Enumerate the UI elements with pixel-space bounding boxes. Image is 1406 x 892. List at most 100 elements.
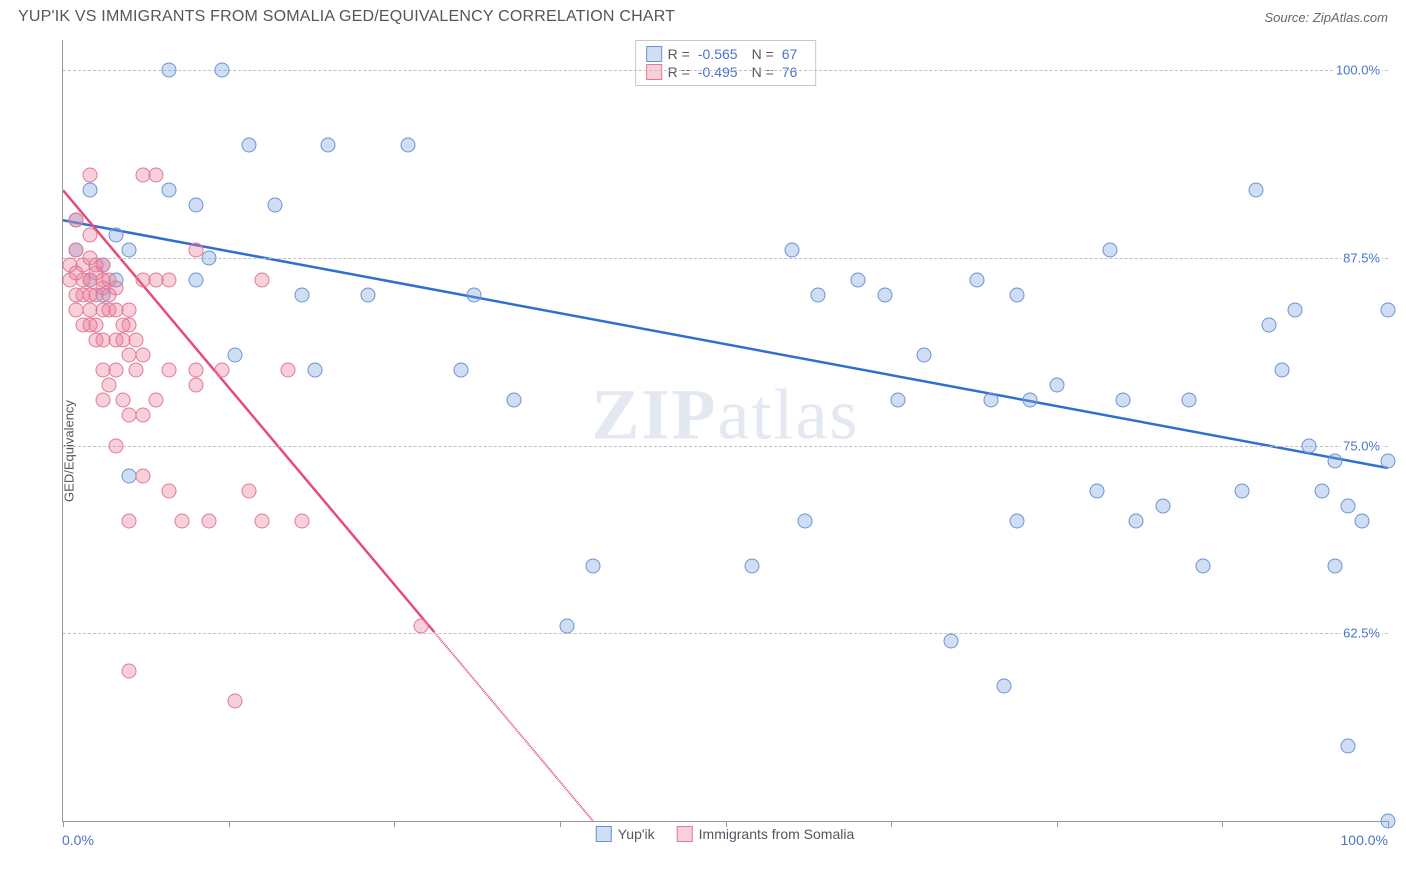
x-tick bbox=[394, 821, 395, 827]
stats-row-series2: R = -0.495 N = 76 bbox=[646, 63, 806, 81]
scatter-point bbox=[69, 213, 84, 228]
legend-label-series2: Immigrants from Somalia bbox=[699, 826, 855, 842]
n-label-1: N = bbox=[752, 46, 774, 62]
scatter-point bbox=[1155, 498, 1170, 513]
scatter-point bbox=[400, 138, 415, 153]
scatter-point bbox=[115, 393, 130, 408]
scatter-point bbox=[148, 168, 163, 183]
source-name: ZipAtlas.com bbox=[1313, 10, 1388, 25]
scatter-point bbox=[228, 348, 243, 363]
y-tick-label: 87.5% bbox=[1341, 250, 1382, 265]
scatter-point bbox=[360, 288, 375, 303]
scatter-point bbox=[745, 558, 760, 573]
scatter-point bbox=[201, 513, 216, 528]
x-tick bbox=[63, 821, 64, 827]
scatter-point bbox=[82, 183, 97, 198]
scatter-point bbox=[109, 280, 124, 295]
scatter-point bbox=[135, 348, 150, 363]
scatter-point bbox=[983, 393, 998, 408]
scatter-point bbox=[877, 288, 892, 303]
gridline bbox=[63, 258, 1388, 259]
gridline bbox=[63, 70, 1388, 71]
scatter-point bbox=[1301, 438, 1316, 453]
y-tick-label: 100.0% bbox=[1334, 63, 1382, 78]
scatter-point bbox=[1102, 243, 1117, 258]
x-axis-labels: 0.0% Yup'ik Immigrants from Somalia 100.… bbox=[62, 832, 1388, 852]
stats-row-series1: R = -0.565 N = 67 bbox=[646, 45, 806, 63]
scatter-point bbox=[1089, 483, 1104, 498]
r-label-2: R = bbox=[668, 64, 690, 80]
scatter-point bbox=[241, 483, 256, 498]
scatter-point bbox=[996, 678, 1011, 693]
scatter-point bbox=[1341, 738, 1356, 753]
r-label-1: R = bbox=[668, 46, 690, 62]
scatter-point bbox=[135, 468, 150, 483]
scatter-point bbox=[970, 273, 985, 288]
scatter-point bbox=[1381, 453, 1396, 468]
scatter-point bbox=[215, 363, 230, 378]
x-tick bbox=[229, 821, 230, 827]
scatter-point bbox=[102, 378, 117, 393]
scatter-point bbox=[148, 393, 163, 408]
scatter-point bbox=[413, 618, 428, 633]
scatter-point bbox=[162, 63, 177, 78]
r-value-2: -0.495 bbox=[698, 64, 738, 80]
plot-area: ZIPatlas R = -0.565 N = 67 R = -0.495 N … bbox=[62, 40, 1388, 822]
y-tick-label: 62.5% bbox=[1341, 626, 1382, 641]
n-value-1: 67 bbox=[782, 46, 798, 62]
scatter-point bbox=[1275, 363, 1290, 378]
scatter-point bbox=[784, 243, 799, 258]
gridline bbox=[63, 446, 1388, 447]
scatter-point bbox=[188, 273, 203, 288]
scatter-point bbox=[135, 408, 150, 423]
legend-label-series1: Yup'ik bbox=[618, 826, 655, 842]
scatter-point bbox=[1354, 513, 1369, 528]
scatter-point bbox=[162, 183, 177, 198]
scatter-point bbox=[851, 273, 866, 288]
source-attribution: Source: ZipAtlas.com bbox=[1264, 10, 1388, 25]
scatter-point bbox=[1116, 393, 1131, 408]
scatter-point bbox=[798, 513, 813, 528]
scatter-point bbox=[82, 168, 97, 183]
scatter-point bbox=[1129, 513, 1144, 528]
scatter-point bbox=[215, 63, 230, 78]
scatter-point bbox=[1023, 393, 1038, 408]
scatter-point bbox=[321, 138, 336, 153]
swatch-series1 bbox=[646, 46, 662, 62]
x-tick bbox=[891, 821, 892, 827]
scatter-point bbox=[1049, 378, 1064, 393]
scatter-point bbox=[466, 288, 481, 303]
bottom-legend: Yup'ik Immigrants from Somalia bbox=[596, 826, 855, 842]
legend-swatch-series2 bbox=[677, 826, 693, 842]
scatter-point bbox=[122, 243, 137, 258]
scatter-point bbox=[1010, 288, 1025, 303]
chart-container: GED/Equivalency ZIPatlas R = -0.565 N = … bbox=[18, 40, 1388, 862]
scatter-point bbox=[162, 363, 177, 378]
scatter-point bbox=[268, 198, 283, 213]
x-tick bbox=[1057, 821, 1058, 827]
scatter-point bbox=[890, 393, 905, 408]
scatter-point bbox=[188, 243, 203, 258]
scatter-point bbox=[1381, 814, 1396, 829]
scatter-point bbox=[188, 363, 203, 378]
y-tick-label: 75.0% bbox=[1341, 438, 1382, 453]
scatter-point bbox=[1341, 498, 1356, 513]
scatter-point bbox=[559, 618, 574, 633]
scatter-point bbox=[95, 258, 110, 273]
scatter-point bbox=[109, 228, 124, 243]
x-axis-min-label: 0.0% bbox=[62, 832, 94, 848]
scatter-point bbox=[162, 483, 177, 498]
trend-lines-layer bbox=[63, 40, 1388, 821]
scatter-point bbox=[281, 363, 296, 378]
scatter-point bbox=[89, 318, 104, 333]
gridline bbox=[63, 633, 1388, 634]
scatter-point bbox=[1328, 453, 1343, 468]
chart-title: YUP'IK VS IMMIGRANTS FROM SOMALIA GED/EQ… bbox=[18, 8, 675, 26]
legend-item-series1: Yup'ik bbox=[596, 826, 655, 842]
scatter-point bbox=[294, 288, 309, 303]
source-prefix: Source: bbox=[1264, 10, 1312, 25]
scatter-point bbox=[307, 363, 322, 378]
n-label-2: N = bbox=[752, 64, 774, 80]
scatter-point bbox=[122, 513, 137, 528]
scatter-point bbox=[811, 288, 826, 303]
